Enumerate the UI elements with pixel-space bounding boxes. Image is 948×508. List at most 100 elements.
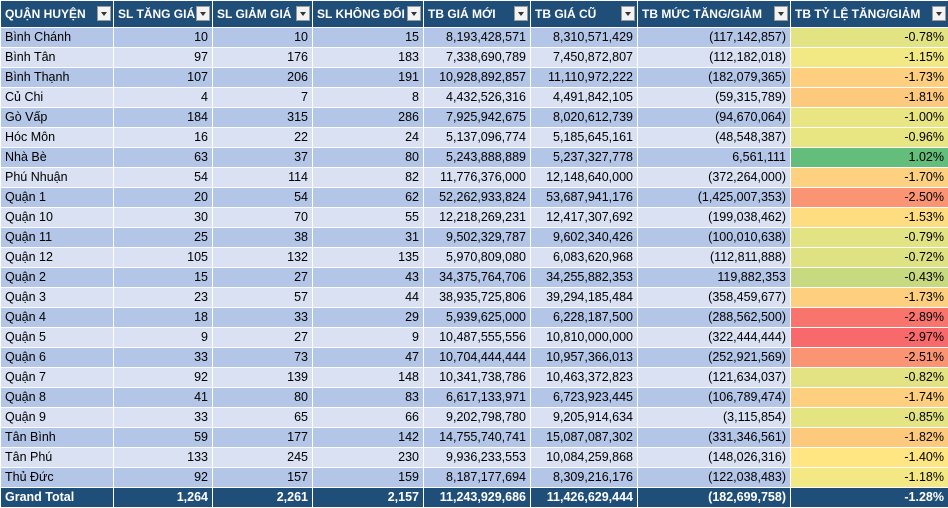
up-count-cell[interactable]: 54 <box>113 167 213 188</box>
new-price-cell[interactable]: 10,704,444,444 <box>423 347 531 368</box>
down-count-cell[interactable]: 157 <box>212 467 313 488</box>
district-cell[interactable]: Tân Phú <box>0 447 114 468</box>
up-count-cell[interactable]: 184 <box>113 107 213 128</box>
new-price-cell[interactable]: 38,935,725,806 <box>423 287 531 308</box>
change-cell[interactable]: (372,264,000) <box>637 167 791 188</box>
change-cell[interactable]: (122,038,483) <box>637 467 791 488</box>
change-cell[interactable]: (59,315,789) <box>637 87 791 108</box>
new-price-cell[interactable]: 5,243,888,889 <box>423 147 531 168</box>
unchanged-count-cell[interactable]: 62 <box>312 187 424 208</box>
district-cell[interactable]: Bình Thạnh <box>0 67 114 88</box>
filter-dropdown-icon[interactable] <box>196 6 210 21</box>
down-count-cell[interactable]: 114 <box>212 167 313 188</box>
old-price-cell[interactable]: 10,810,000,000 <box>530 327 638 348</box>
change-cell[interactable]: (331,346,561) <box>637 427 791 448</box>
up-count-cell[interactable]: 59 <box>113 427 213 448</box>
total-label-cell[interactable]: Grand Total <box>0 487 114 508</box>
district-cell[interactable]: Bình Tân <box>0 47 114 68</box>
rate-cell[interactable]: -0.43% <box>790 267 948 288</box>
change-cell[interactable]: (199,038,462) <box>637 207 791 228</box>
district-cell[interactable]: Quận 1 <box>0 187 114 208</box>
old-price-cell[interactable]: 5,185,645,161 <box>530 127 638 148</box>
district-cell[interactable]: Gò Vấp <box>0 107 114 128</box>
new-price-cell[interactable]: 10,341,738,786 <box>423 367 531 388</box>
district-cell[interactable]: Thủ Đức <box>0 467 114 488</box>
unchanged-count-cell[interactable]: 47 <box>312 347 424 368</box>
total-old-price-cell[interactable]: 11,426,629,444 <box>530 487 638 508</box>
new-price-cell[interactable]: 7,925,942,675 <box>423 107 531 128</box>
down-count-cell[interactable]: 37 <box>212 147 313 168</box>
district-cell[interactable]: Quận 8 <box>0 387 114 408</box>
up-count-cell[interactable]: 9 <box>113 327 213 348</box>
old-price-cell[interactable]: 10,957,366,013 <box>530 347 638 368</box>
new-price-cell[interactable]: 10,487,555,556 <box>423 327 531 348</box>
new-price-cell[interactable]: 10,928,892,857 <box>423 67 531 88</box>
district-cell[interactable]: Quận 10 <box>0 207 114 228</box>
up-count-cell[interactable]: 33 <box>113 347 213 368</box>
new-price-cell[interactable]: 9,202,798,780 <box>423 407 531 428</box>
down-count-cell[interactable]: 176 <box>212 47 313 68</box>
down-count-cell[interactable]: 73 <box>212 347 313 368</box>
change-cell[interactable]: (106,789,474) <box>637 387 791 408</box>
old-price-cell[interactable]: 7,450,872,807 <box>530 47 638 68</box>
unchanged-count-cell[interactable]: 15 <box>312 27 424 48</box>
up-count-cell[interactable]: 20 <box>113 187 213 208</box>
unchanged-count-cell[interactable]: 43 <box>312 267 424 288</box>
filter-dropdown-icon[interactable] <box>296 6 310 21</box>
change-cell[interactable]: (48,548,387) <box>637 127 791 148</box>
total-change-cell[interactable]: (182,699,758) <box>637 487 791 508</box>
district-cell[interactable]: Quận 2 <box>0 267 114 288</box>
rate-cell[interactable]: -2.50% <box>790 187 948 208</box>
up-count-cell[interactable]: 16 <box>113 127 213 148</box>
district-cell[interactable]: Quận 9 <box>0 407 114 428</box>
rate-cell[interactable]: -1.81% <box>790 87 948 108</box>
change-cell[interactable]: (288,562,500) <box>637 307 791 328</box>
new-price-cell[interactable]: 5,137,096,774 <box>423 127 531 148</box>
change-cell[interactable]: (100,010,638) <box>637 227 791 248</box>
up-count-cell[interactable]: 107 <box>113 67 213 88</box>
down-count-cell[interactable]: 7 <box>212 87 313 108</box>
down-count-cell[interactable]: 70 <box>212 207 313 228</box>
district-cell[interactable]: Quận 6 <box>0 347 114 368</box>
district-cell[interactable]: Tân Bình <box>0 427 114 448</box>
rate-cell[interactable]: -2.51% <box>790 347 948 368</box>
new-price-cell[interactable]: 6,617,133,971 <box>423 387 531 408</box>
rate-cell[interactable]: -0.72% <box>790 247 948 268</box>
unchanged-count-cell[interactable]: 44 <box>312 287 424 308</box>
filter-dropdown-icon[interactable] <box>407 6 421 21</box>
old-price-cell[interactable]: 53,687,941,176 <box>530 187 638 208</box>
unchanged-count-cell[interactable]: 55 <box>312 207 424 228</box>
old-price-cell[interactable]: 4,491,842,105 <box>530 87 638 108</box>
change-cell[interactable]: (112,182,018) <box>637 47 791 68</box>
total-up-cell[interactable]: 1,264 <box>113 487 213 508</box>
new-price-cell[interactable]: 9,936,233,553 <box>423 447 531 468</box>
old-price-cell[interactable]: 9,205,914,634 <box>530 407 638 428</box>
unchanged-count-cell[interactable]: 8 <box>312 87 424 108</box>
old-price-cell[interactable]: 8,020,612,739 <box>530 107 638 128</box>
down-count-cell[interactable]: 177 <box>212 427 313 448</box>
district-cell[interactable]: Quận 11 <box>0 227 114 248</box>
total-new-price-cell[interactable]: 11,243,929,686 <box>423 487 531 508</box>
new-price-cell[interactable]: 9,502,329,787 <box>423 227 531 248</box>
rate-cell[interactable]: -0.78% <box>790 27 948 48</box>
old-price-cell[interactable]: 10,463,372,823 <box>530 367 638 388</box>
old-price-cell[interactable]: 34,255,882,353 <box>530 267 638 288</box>
new-price-cell[interactable]: 12,218,269,231 <box>423 207 531 228</box>
total-down-cell[interactable]: 2,261 <box>212 487 313 508</box>
new-price-cell[interactable]: 8,187,177,694 <box>423 467 531 488</box>
old-price-cell[interactable]: 12,417,307,692 <box>530 207 638 228</box>
filter-dropdown-icon[interactable] <box>774 6 788 21</box>
rate-cell[interactable]: -1.74% <box>790 387 948 408</box>
up-count-cell[interactable]: 10 <box>113 27 213 48</box>
unchanged-count-cell[interactable]: 135 <box>312 247 424 268</box>
total-rate-cell[interactable]: -1.28% <box>790 487 948 508</box>
down-count-cell[interactable]: 132 <box>212 247 313 268</box>
rate-cell[interactable]: 1.02% <box>790 147 948 168</box>
new-price-cell[interactable]: 34,375,764,706 <box>423 267 531 288</box>
up-count-cell[interactable]: 33 <box>113 407 213 428</box>
new-price-cell[interactable]: 4,432,526,316 <box>423 87 531 108</box>
rate-cell[interactable]: -2.89% <box>790 307 948 328</box>
change-cell[interactable]: (252,921,569) <box>637 347 791 368</box>
district-cell[interactable]: Quận 7 <box>0 367 114 388</box>
change-cell[interactable]: (3,115,854) <box>637 407 791 428</box>
